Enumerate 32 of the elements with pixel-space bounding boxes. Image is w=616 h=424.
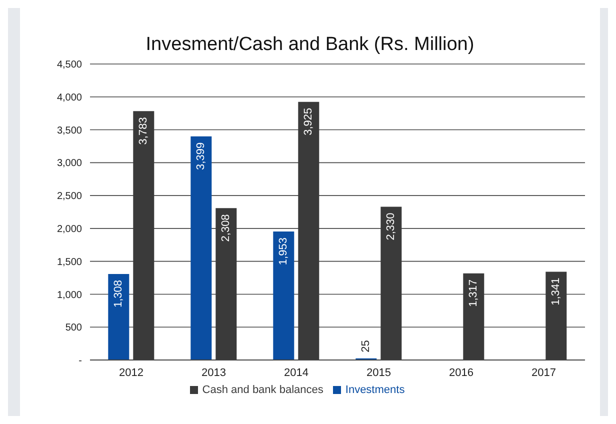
x-tick-label: 2016: [449, 366, 474, 379]
y-tick-label: 3,500: [56, 125, 82, 136]
bar: [108, 274, 130, 360]
y-tick-label: 1,000: [56, 290, 82, 301]
x-tick-label: 2012: [119, 366, 144, 379]
data-label: 3,783: [138, 117, 150, 145]
legend-label: Investments: [345, 384, 405, 396]
y-tick-label: 2,000: [56, 224, 82, 235]
y-tick-label: 4,000: [56, 92, 82, 104]
data-label: 1,953: [278, 238, 290, 266]
y-tick-label: 3,000: [56, 158, 82, 170]
bar: [190, 136, 212, 360]
y-tick-label: 1,500: [56, 256, 82, 268]
y-tick-label: 500: [65, 322, 82, 334]
legend-label: Cash and bank balances: [202, 384, 324, 396]
y-tick-label: 2,500: [56, 191, 82, 202]
data-label: 25: [360, 340, 372, 352]
chart-title: Invesment/Cash and Bank (Rs. Million): [144, 34, 476, 56]
x-tick-label: 2015: [366, 366, 391, 379]
data-label: 3,399: [195, 142, 208, 170]
data-label: 1,317: [468, 279, 480, 307]
data-label: 2,330: [385, 212, 398, 240]
data-label: 2,308: [220, 214, 232, 242]
x-tick-label: 2017: [532, 366, 556, 379]
x-tick-label: 2014: [284, 366, 308, 379]
data-label: 3,925: [302, 108, 315, 136]
bar: [273, 232, 294, 360]
x-tick-label: 2013: [202, 366, 226, 379]
data-label: 1,341: [550, 278, 562, 306]
y-tick-label: 4,500: [56, 60, 82, 71]
data-label: 1,308: [112, 280, 125, 308]
y-tick-label: -: [78, 356, 82, 367]
